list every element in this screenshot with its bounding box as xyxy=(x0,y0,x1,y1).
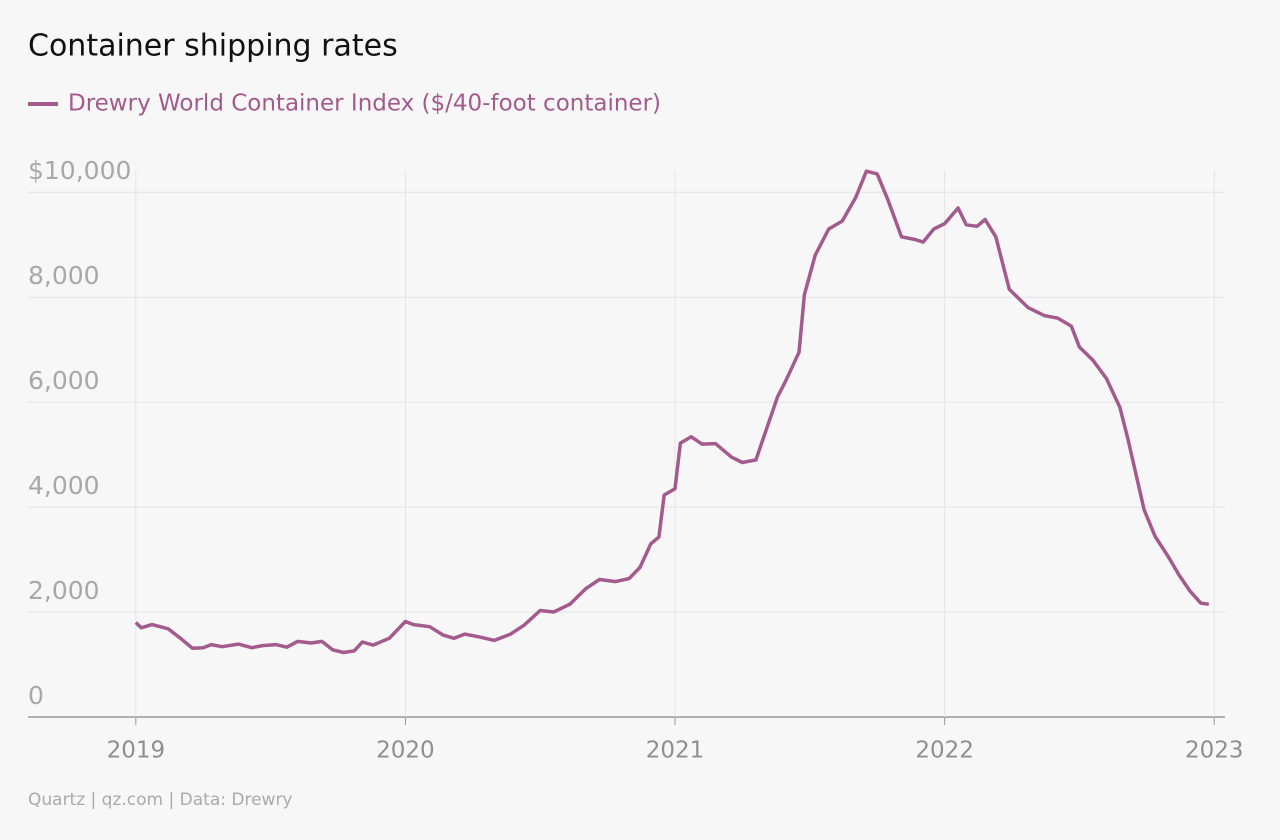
x-tick-label: 2019 xyxy=(107,738,166,764)
source: Quartz | qz.com | Data: Drewry xyxy=(28,790,293,810)
x-tick-label: 2022 xyxy=(915,738,974,764)
y-tick-label: 2,000 xyxy=(28,576,100,605)
y-tick-label: 6,000 xyxy=(28,366,100,395)
y-tick-label: 8,000 xyxy=(28,261,100,290)
legend-label: Drewry World Container Index ($/40-foot … xyxy=(68,91,661,117)
x-tick-label: 2023 xyxy=(1185,738,1244,764)
chart-title: Container shipping rates xyxy=(28,29,398,64)
x-tick-label: 2021 xyxy=(646,738,705,764)
x-tick-label: 2020 xyxy=(376,738,435,764)
y-tick-label: 4,000 xyxy=(28,471,100,500)
data-line xyxy=(134,169,1210,655)
y-tick-label: 0 xyxy=(28,681,44,710)
y-tick-label: $10,000 xyxy=(28,156,131,185)
